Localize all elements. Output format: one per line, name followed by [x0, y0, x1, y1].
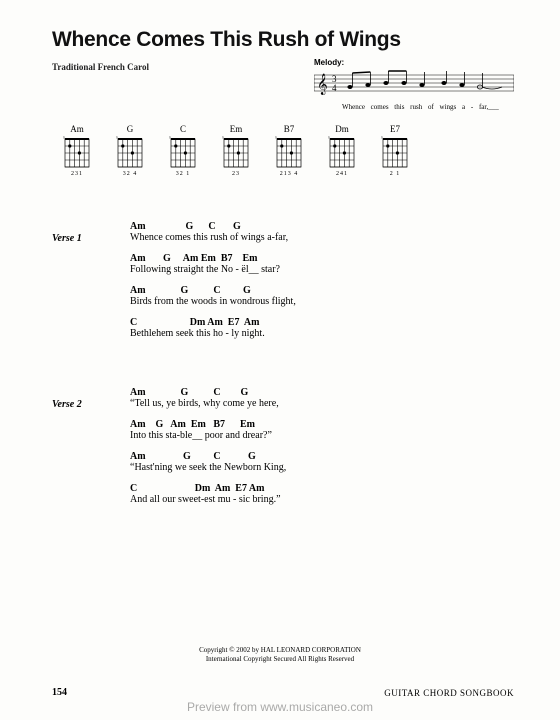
chord-diagram: Cx 32 1 — [166, 124, 200, 177]
verse-block: Verse 2Am G C G“Tell us, ye birds, why c… — [52, 387, 520, 515]
melody-label: Melody: — [314, 58, 514, 67]
verse-lines: Am G C G“Tell us, ye birds, why come ye … — [130, 387, 520, 515]
lyric-line-pair: Am G Am Em B7 EmInto this sta-ble__ poor… — [130, 419, 520, 441]
svg-text:x: x — [328, 136, 330, 140]
chord-name: Em — [230, 124, 243, 134]
svg-text:x: x — [381, 136, 383, 140]
verse-label: Verse 1 — [52, 221, 130, 349]
chord-fingering: 23 — [232, 171, 240, 177]
chord-line: Am G C G — [130, 221, 520, 232]
chord-name: E7 — [390, 124, 400, 134]
svg-text:x: x — [63, 136, 65, 140]
svg-text:𝄞: 𝄞 — [317, 74, 328, 95]
copyright-block: Copyright © 2002 by HAL LEONARD CORPORAT… — [0, 646, 560, 664]
chord-line: Am G C G — [130, 387, 520, 398]
lyric-line-pair: C Dm Am E7 AmAnd all our sweet-est mu - … — [130, 483, 520, 505]
lyric-line: Following straight the No - ël__ star? — [130, 264, 520, 275]
lyric-line-pair: Am G Am Em B7 EmFollowing straight the N… — [130, 253, 520, 275]
chord-line: Am G C G — [130, 451, 520, 462]
lyric-line: Birds from the woods in wondrous flight, — [130, 296, 520, 307]
chord-fingering: 32 1 — [176, 171, 191, 177]
chord-fingering: 231 — [71, 171, 83, 177]
chord-name: Am — [70, 124, 84, 134]
book-title: GUITAR CHORD SONGBOOK — [384, 688, 514, 698]
chord-diagram: Em x 23 — [219, 124, 253, 177]
chord-fingering: 32 4 — [123, 171, 138, 177]
svg-text:x: x — [275, 136, 277, 140]
page-number: 154 — [52, 687, 67, 698]
chord-name: C — [180, 124, 186, 134]
melody-block: Melody: 𝄞 3 4 — [314, 58, 514, 111]
copyright-line2: International Copyright Secured All Righ… — [0, 655, 560, 664]
lyric-line-pair: Am G C G“Hast'ning we seek the Newborn K… — [130, 451, 520, 473]
chord-line: C Dm Am E7 Am — [130, 483, 520, 494]
chord-diagram-row: Am x 231 Gx 32 4 Cx 32 1 Em x 23 B7 x 213 4 Dm x 241 E7 x… — [60, 124, 520, 177]
lyric-line: And all our sweet-est mu - sic bring.” — [130, 494, 520, 505]
chord-diagram: E7 x 2 1 — [378, 124, 412, 177]
lyric-line-pair: C Dm Am E7 AmBethlehem seek this ho - ly… — [130, 317, 520, 339]
svg-text:x: x — [169, 136, 171, 140]
svg-text:4: 4 — [332, 83, 337, 93]
copyright-line1: Copyright © 2002 by HAL LEONARD CORPORAT… — [0, 646, 560, 655]
verse-label: Verse 2 — [52, 387, 130, 515]
chord-fingering: 213 4 — [280, 171, 299, 177]
lyric-line: “Hast'ning we seek the Newborn King, — [130, 462, 520, 473]
lyric-line-pair: Am G C GBirds from the woods in wondrous… — [130, 285, 520, 307]
chord-name: Dm — [335, 124, 349, 134]
chord-name: G — [127, 124, 134, 134]
chord-diagram: Dm x 241 — [325, 124, 359, 177]
verse-block: Verse 1Am G C GWhence comes this rush of… — [52, 221, 520, 349]
chord-line: C Dm Am E7 Am — [130, 317, 520, 328]
chord-fingering: 2 1 — [390, 171, 401, 177]
chord-diagram: Gx 32 4 — [113, 124, 147, 177]
sheet-page: Whence Comes This Rush of Wings Traditio… — [0, 0, 560, 720]
chord-line: Am G C G — [130, 285, 520, 296]
svg-text:x: x — [222, 136, 224, 140]
melody-lyric: Whence comes this rush of wings a - far,… — [314, 103, 514, 111]
lyric-line: Bethlehem seek this ho - ly night. — [130, 328, 520, 339]
lyric-line: Whence comes this rush of wings a-far, — [130, 232, 520, 243]
lyric-line-pair: Am G C G“Tell us, ye birds, why come ye … — [130, 387, 520, 409]
verse-lines: Am G C GWhence comes this rush of wings … — [130, 221, 520, 349]
chord-diagram: Am x 231 — [60, 124, 94, 177]
song-title: Whence Comes This Rush of Wings — [52, 28, 520, 52]
lyric-line: Into this sta-ble__ poor and drear?” — [130, 430, 520, 441]
chord-diagram: B7 x 213 4 — [272, 124, 306, 177]
chord-line: Am G Am Em B7 Em — [130, 419, 520, 430]
chord-name: B7 — [284, 124, 295, 134]
lyric-line-pair: Am G C GWhence comes this rush of wings … — [130, 221, 520, 243]
lyric-line: “Tell us, ye birds, why come ye here, — [130, 398, 520, 409]
chord-fingering: 241 — [336, 171, 348, 177]
watermark: Preview from www.musicaneo.com — [0, 700, 560, 714]
melody-staff: 𝄞 3 4 — [314, 69, 514, 97]
svg-text:x: x — [116, 136, 118, 140]
chord-line: Am G Am Em B7 Em — [130, 253, 520, 264]
